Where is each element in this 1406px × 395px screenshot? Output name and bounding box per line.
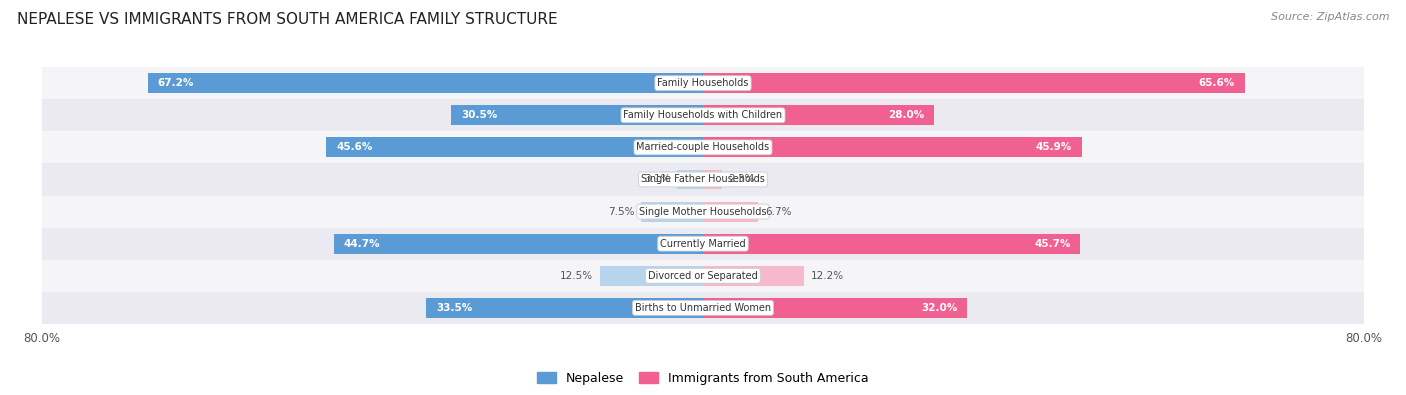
Bar xyxy=(42,132,1364,164)
Text: 28.0%: 28.0% xyxy=(889,110,924,120)
Text: 12.5%: 12.5% xyxy=(560,271,593,281)
Bar xyxy=(42,67,1364,99)
Bar xyxy=(703,298,967,318)
Bar xyxy=(703,266,804,286)
Text: Currently Married: Currently Married xyxy=(661,239,745,249)
Text: Divorced or Separated: Divorced or Separated xyxy=(648,271,758,281)
Text: Births to Unmarried Women: Births to Unmarried Women xyxy=(636,303,770,313)
Text: NEPALESE VS IMMIGRANTS FROM SOUTH AMERICA FAMILY STRUCTURE: NEPALESE VS IMMIGRANTS FROM SOUTH AMERIC… xyxy=(17,12,558,27)
Text: 6.7%: 6.7% xyxy=(765,207,792,216)
Text: 3.1%: 3.1% xyxy=(644,175,671,184)
Bar xyxy=(703,105,934,125)
Bar xyxy=(703,73,1244,93)
Bar xyxy=(600,266,703,286)
Text: Married-couple Households: Married-couple Households xyxy=(637,142,769,152)
Bar xyxy=(42,99,1364,132)
Bar xyxy=(703,234,1080,254)
Text: 45.6%: 45.6% xyxy=(336,142,373,152)
Text: 67.2%: 67.2% xyxy=(157,78,194,88)
Text: 12.2%: 12.2% xyxy=(810,271,844,281)
Text: Source: ZipAtlas.com: Source: ZipAtlas.com xyxy=(1271,12,1389,22)
Text: Single Mother Households: Single Mother Households xyxy=(640,207,766,216)
Text: 44.7%: 44.7% xyxy=(343,239,380,249)
Bar xyxy=(703,137,1083,157)
Bar xyxy=(451,105,703,125)
Text: 32.0%: 32.0% xyxy=(921,303,957,313)
Bar xyxy=(641,201,703,222)
Bar xyxy=(42,292,1364,324)
Bar xyxy=(333,234,703,254)
Text: 65.6%: 65.6% xyxy=(1199,78,1234,88)
Bar xyxy=(42,164,1364,196)
Text: Family Households: Family Households xyxy=(658,78,748,88)
Text: Family Households with Children: Family Households with Children xyxy=(623,110,783,120)
Bar xyxy=(42,196,1364,228)
Bar xyxy=(703,201,758,222)
Bar xyxy=(703,169,723,190)
Bar xyxy=(148,73,703,93)
Text: 30.5%: 30.5% xyxy=(461,110,498,120)
Text: 7.5%: 7.5% xyxy=(607,207,634,216)
Text: Single Father Households: Single Father Households xyxy=(641,175,765,184)
Bar xyxy=(42,260,1364,292)
Bar xyxy=(678,169,703,190)
Text: 45.9%: 45.9% xyxy=(1036,142,1073,152)
Text: 2.3%: 2.3% xyxy=(728,175,755,184)
Bar xyxy=(326,137,703,157)
Text: 45.7%: 45.7% xyxy=(1033,239,1070,249)
Bar xyxy=(42,228,1364,260)
Legend: Nepalese, Immigrants from South America: Nepalese, Immigrants from South America xyxy=(533,367,873,389)
Bar xyxy=(426,298,703,318)
Text: 33.5%: 33.5% xyxy=(436,303,472,313)
